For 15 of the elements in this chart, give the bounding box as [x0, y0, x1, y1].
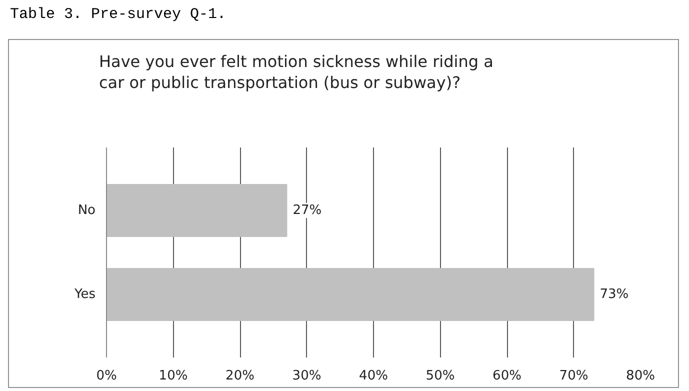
x-tick-label: 40%	[359, 368, 388, 384]
x-tick-label: 20%	[226, 368, 254, 384]
x-tick-label: 60%	[492, 368, 522, 384]
x-tick-label: 80%	[626, 368, 655, 384]
y-tick-label: No	[78, 203, 96, 218]
data-label: 73%	[600, 287, 629, 302]
x-tick-label: 10%	[158, 368, 188, 384]
chart-title: Have you ever felt motion sickness while riding a car or public transportation (bus or subway)?	[99, 52, 494, 94]
caption: Table 3. Pre-survey Q-1.	[10, 5, 226, 25]
x-tick-label: 30%	[292, 368, 322, 384]
y-tick-label: Yes	[74, 287, 96, 302]
x-tick-label: 70%	[559, 368, 588, 384]
x-tick-label: 50%	[426, 368, 455, 384]
data-label: 27%	[292, 203, 322, 218]
x-tick-label: 0%	[96, 368, 117, 384]
